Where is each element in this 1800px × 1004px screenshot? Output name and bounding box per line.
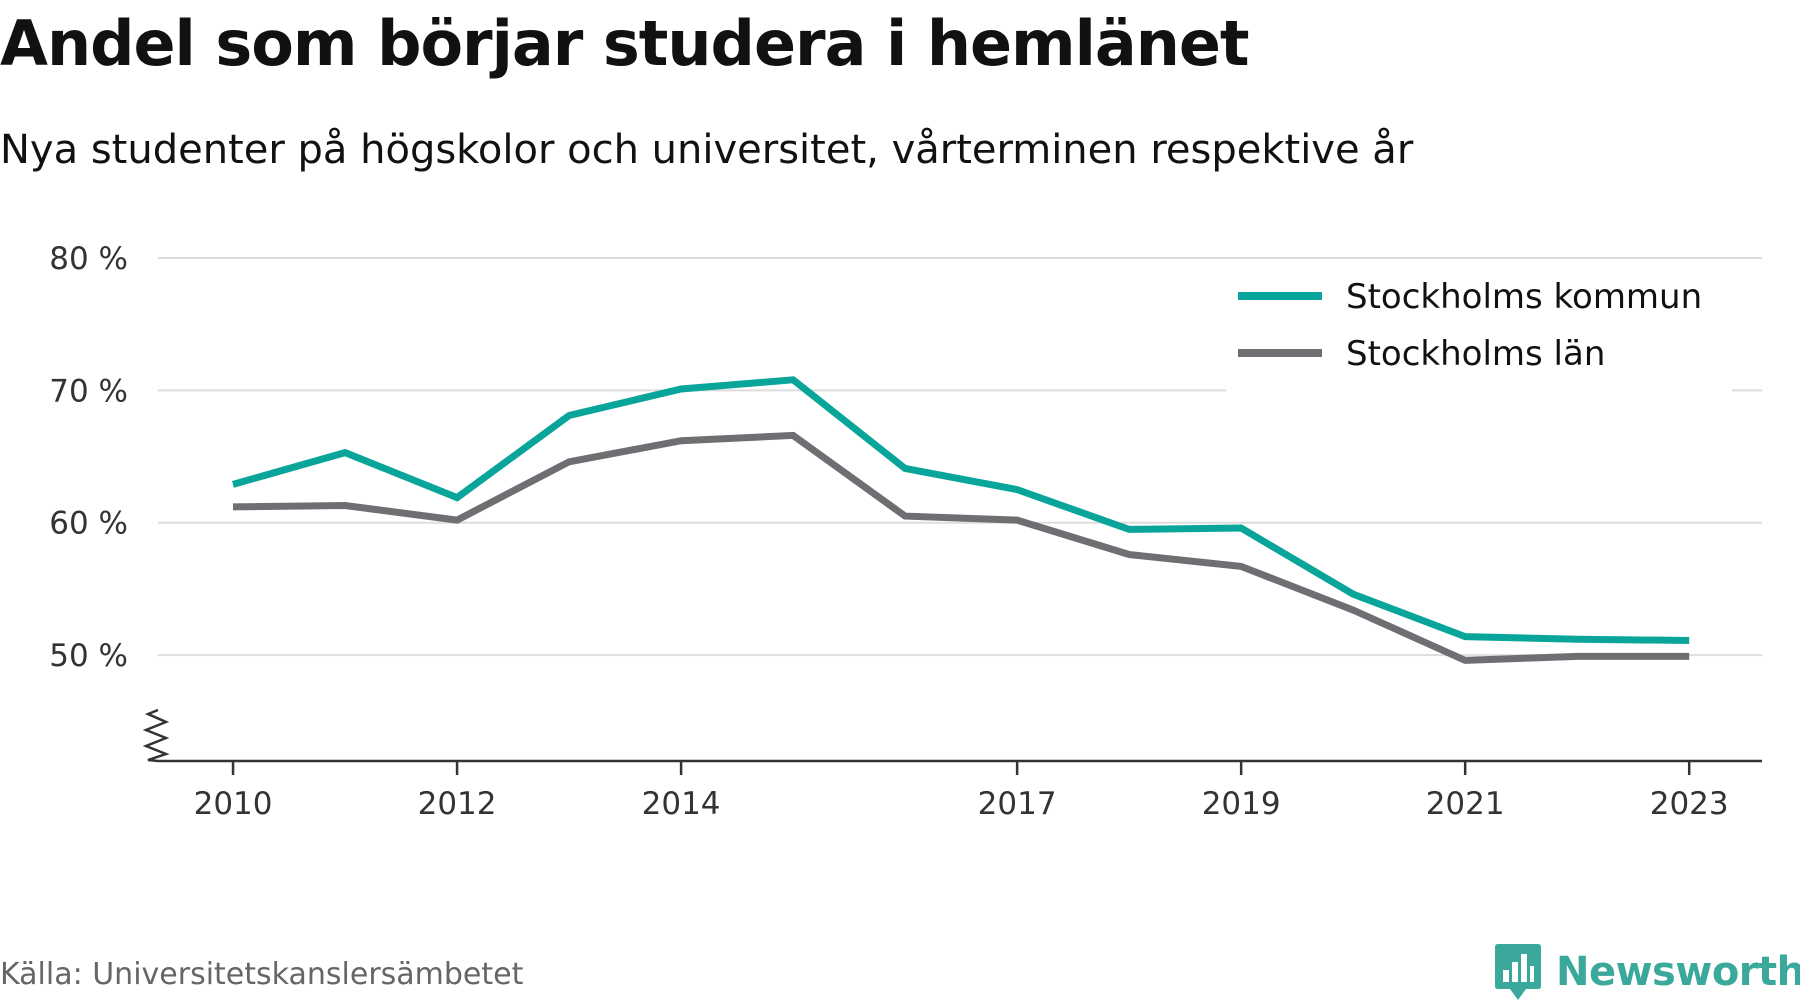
brand-name: Newsworthy xyxy=(1556,949,1800,995)
legend-label: Stockholms län xyxy=(1346,334,1605,374)
y-tick-label: 50 % xyxy=(49,638,128,674)
x-tick-label: 2017 xyxy=(978,786,1057,822)
x-tick-label: 2023 xyxy=(1650,786,1729,822)
legend: Stockholms kommun Stockholms län xyxy=(1226,262,1732,392)
y-tick-label: 70 % xyxy=(49,373,128,409)
series-line xyxy=(232,431,1690,664)
series-line xyxy=(232,376,1690,644)
x-tick-label: 2019 xyxy=(1202,786,1281,822)
bar-chart-speech-bubble-icon xyxy=(1495,944,1541,1000)
legend-label: Stockholms kommun xyxy=(1346,277,1702,317)
axis-break-zigzag xyxy=(142,708,170,763)
source-note: Källa: Universitetskanslersämbetet xyxy=(0,957,524,992)
brand-logo: Newsworthy xyxy=(1494,940,1800,1004)
y-tick-label: 60 % xyxy=(49,506,128,542)
y-tick-labels: 50 % 60 % 70 % 80 % xyxy=(49,241,128,674)
series-lines xyxy=(232,376,1690,664)
legend-background xyxy=(1226,262,1732,392)
x-tick-label: 2010 xyxy=(194,786,273,822)
y-axis-break xyxy=(142,708,170,763)
x-tick-label: 2021 xyxy=(1426,786,1505,822)
x-axis xyxy=(158,759,1762,775)
y-tick-label: 80 % xyxy=(49,241,128,277)
x-tick-label: 2014 xyxy=(642,786,721,822)
chart-title: Andel som börjar studera i hemlänet xyxy=(0,7,1250,80)
chart-subtitle: Nya studenter på högskolor och universit… xyxy=(0,127,1414,173)
x-tick-label: 2012 xyxy=(418,786,497,822)
line-chart: 50 % 60 % 70 % 80 % 2010 2012 2014 2017 2019 202… xyxy=(49,241,1762,822)
x-tick-labels: 2010 2012 2014 2017 2019 2021 2023 xyxy=(194,786,1729,822)
